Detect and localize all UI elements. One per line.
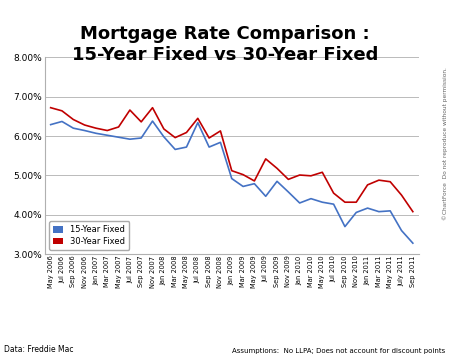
Text: ©ChartForce  Do not reproduce without permission.: ©ChartForce Do not reproduce without per… <box>442 67 448 220</box>
Text: Data: Freddie Mac: Data: Freddie Mac <box>4 345 74 354</box>
Legend: 15-Year Fixed, 30-Year Fixed: 15-Year Fixed, 30-Year Fixed <box>49 221 129 250</box>
Text: Assumptions:  No LLPA; Does not account for discount points: Assumptions: No LLPA; Does not account f… <box>232 348 446 354</box>
Text: Mortgage Rate Comparison :
15-Year Fixed vs 30-Year Fixed: Mortgage Rate Comparison : 15-Year Fixed… <box>72 25 378 64</box>
